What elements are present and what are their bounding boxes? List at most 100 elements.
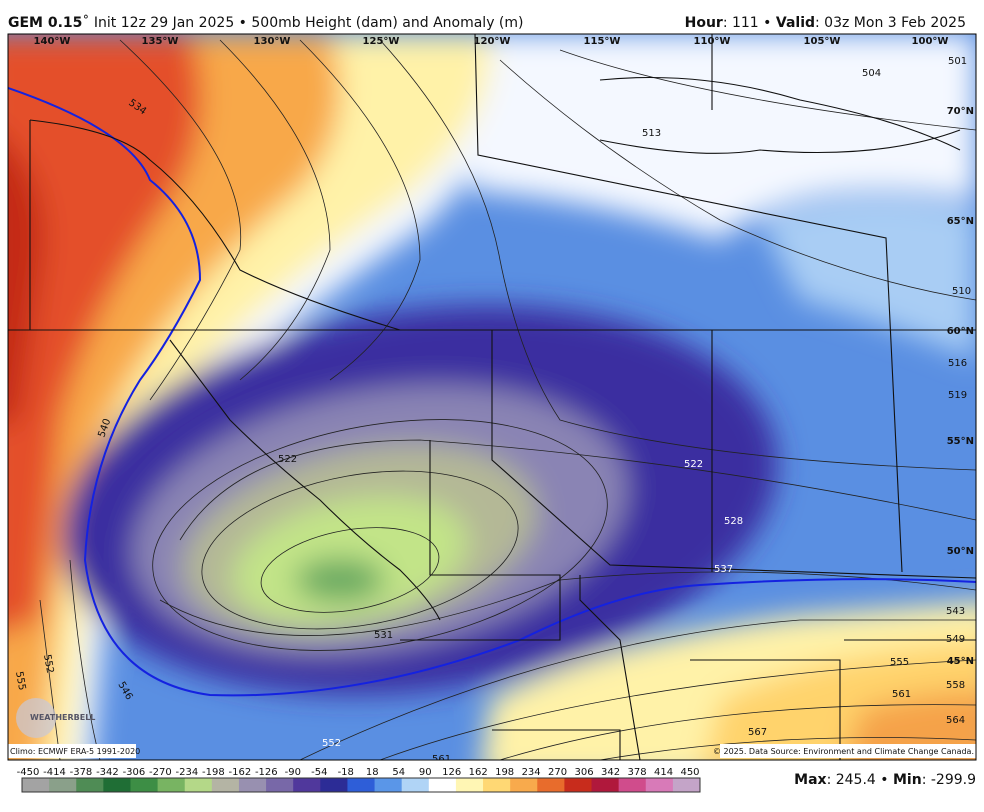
min-label: Min [893,772,922,788]
logo: WEATHERBELL [30,713,95,722]
longitude-label: 115°W [584,36,621,47]
contour-label: 522 [278,454,297,465]
max-label: Max [794,772,826,788]
longitude-label: 130°W [254,36,291,47]
contour-label: 561 [892,689,911,700]
colorbar-label: 306 [575,767,594,778]
header-right: Hour: 111 • Valid: 03z Mon 3 Feb 2025 [685,15,966,31]
contour-label: 528 [724,516,743,527]
latitude-label: 70°N [947,106,974,117]
colorbar-swatch [672,778,701,792]
header-left: GEM 0.15˚ Init 12z 29 Jan 2025 • 500mb H… [8,14,524,31]
contour-label: 531 [374,630,393,641]
colorbar-swatch [374,778,403,792]
colorbar-label: 162 [469,767,488,778]
colorbar-label: -126 [255,767,278,778]
colorbar-label: -198 [202,767,225,778]
colorbar-swatch [428,778,457,792]
contour-labels: 534 540 546 552 555 522 531 522 528 537 … [13,56,971,765]
colorbar-frame [21,777,701,793]
contour-label: 558 [946,680,965,691]
colorbar-label: 126 [442,767,461,778]
colorbar-label: -270 [149,767,172,778]
climo-box [8,744,136,758]
colorbar-label: -90 [285,767,301,778]
contour-label: 513 [642,128,661,139]
latitude-label: 60°N [947,326,974,337]
colorbar-swatch [320,778,348,792]
colorbar-label: -450 [17,767,40,778]
latitude-label: 55°N [947,436,974,447]
contour-label: 501 [948,56,967,67]
colorbar-swatch [537,778,565,792]
colorbar-swatch [401,778,430,792]
longitude-label: 105°W [804,36,841,47]
colorbar-swatch [49,778,77,792]
colorbar-swatch [564,778,593,792]
colorbar-label: 414 [654,767,673,778]
colorbar-swatch [184,778,213,792]
contour-label: 552 [41,654,55,675]
contour-label: 537 [714,564,733,575]
contour-label: 561 [432,754,451,765]
min: : -299.9 [922,772,976,788]
colorbar-label: -18 [338,767,354,778]
colorbar-swatch [645,778,674,792]
longitude-label: 120°W [474,36,511,47]
colorbar-label: -162 [228,767,251,778]
colorbar-swatch [130,778,159,792]
longitude-label: 140°W [34,36,71,47]
latitude-label: 65°N [947,216,974,227]
colorbar-label: -342 [96,767,119,778]
colorbar-label: -378 [70,767,93,778]
colorbar-label: 198 [495,767,514,778]
contour-label: 552 [322,738,341,749]
map-frame [7,33,977,761]
copyright: © 2025. Data Source: Environment and Cli… [713,747,974,756]
contour-label: 555 [890,657,909,668]
contour-label: 555 [13,671,27,692]
longitude-label: 125°W [363,36,400,47]
colorbar-label: 234 [522,767,541,778]
colorbar-label: 450 [680,767,699,778]
colorbar-swatch [211,778,240,792]
contour-label: 543 [946,606,965,617]
latitude-label: 50°N [947,546,974,557]
colorbar-swatch [266,778,294,792]
grid-labels: 140°W 135°W 130°W 125°W 120°W 115°W 110°… [34,36,974,667]
colorbar-swatch [455,778,484,792]
map: 140°W 135°W 130°W 125°W 120°W 115°W 110°… [8,34,976,765]
contour-label: 567 [748,727,767,738]
climo-note: Climo: ECMWF ERA-5 1991-2020 [10,747,140,756]
contour-label: 522 [684,459,703,470]
hour: : 111 • [723,15,776,31]
max: : 245.4 • [827,772,893,788]
colorbar-swatch [238,778,267,792]
colorbar-label: 270 [548,767,567,778]
contour-label: 549 [946,634,965,645]
colorbar-label: -54 [311,767,327,778]
longitude-label: 100°W [912,36,949,47]
colorbar-swatch [347,778,376,792]
colorbar-label: -306 [123,767,146,778]
contour-label: 504 [862,68,881,79]
copyright-box [720,744,976,758]
colorbar-swatch [293,778,321,792]
colorbar-label: 90 [419,767,432,778]
colorbar-label: -414 [43,767,66,778]
colorbar-swatch [76,778,104,792]
colorbar-swatch [510,778,538,792]
colorbar-label: -234 [176,767,199,778]
colorbar-swatch [22,778,50,792]
run-info: ˚ Init 12z 29 Jan 2025 • 500mb Height (d… [82,14,523,31]
colorbar-swatch [103,778,131,792]
contour-label: 519 [948,390,967,401]
height-contours [8,39,976,760]
colorbar: -450 -414 -378 -342 -306 -270 -234 -198 -162 -126… [17,767,701,793]
longitude-label: 135°W [142,36,179,47]
colorbar-swatch [591,778,620,792]
contour-label: 516 [948,358,967,369]
colorbar-swatch [483,778,511,792]
